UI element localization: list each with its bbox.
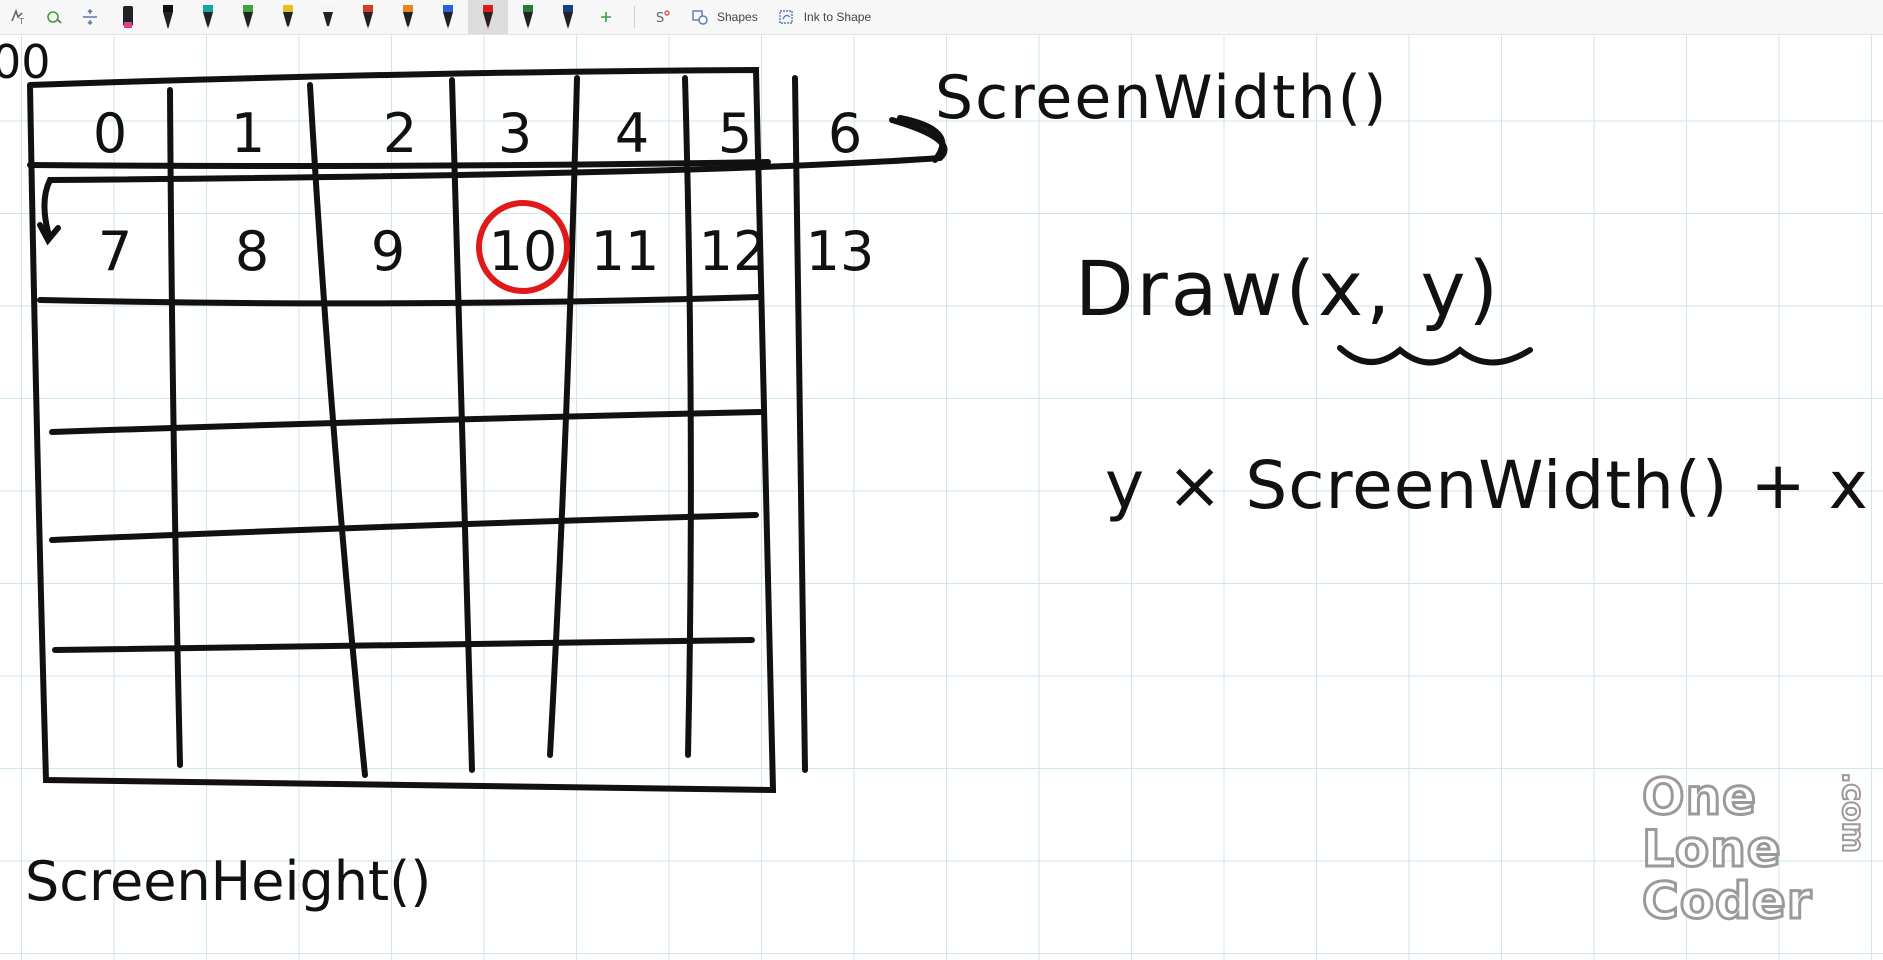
add-pen-icon[interactable] xyxy=(588,0,624,34)
formula-label: y × ScreenWidth() + x xyxy=(1105,447,1869,524)
grid-col-line-1 xyxy=(167,87,183,768)
ink-toolbar: T S Shapes Ink to Shape xyxy=(0,0,1883,35)
pen-dark-green-button[interactable] xyxy=(508,0,548,34)
pen-blue-button[interactable] xyxy=(428,0,468,34)
cell-label: 4 xyxy=(615,102,649,165)
pen-green-button[interactable] xyxy=(228,0,268,34)
grid-col-line-5 xyxy=(682,75,694,758)
ink-to-shape-icon xyxy=(779,10,793,24)
pen-icon xyxy=(163,5,173,29)
logo-line-lone: Lone xyxy=(1641,820,1783,878)
pen-white-button[interactable] xyxy=(308,0,348,34)
insert-space-icon[interactable] xyxy=(72,0,108,34)
highlight-circle xyxy=(476,200,570,294)
grid-outer-border xyxy=(27,66,777,794)
svg-text:T: T xyxy=(18,17,24,26)
pen-icon xyxy=(443,5,453,29)
ink-to-shape-button[interactable]: Ink to Shape xyxy=(768,0,881,34)
cell-label: 8 xyxy=(235,220,269,283)
pen-teal-button[interactable] xyxy=(188,0,228,34)
cell-label: 13 xyxy=(806,220,875,283)
screen-width-bracket xyxy=(897,115,946,163)
pen-red-1-button[interactable] xyxy=(348,0,388,34)
highlighter-icon xyxy=(123,6,133,28)
cell-label: 3 xyxy=(498,102,532,165)
cell-label: 1 xyxy=(231,102,265,165)
cell-label: 6 xyxy=(828,102,862,165)
cell-label: 2 xyxy=(383,102,417,165)
pen-black-1-button[interactable] xyxy=(148,0,188,34)
add-space-icon[interactable] xyxy=(36,0,72,34)
notebook-canvas[interactable]: 0 1 2 3 4 5 6 7 8 9 10 11 12 13 00 Scree… xyxy=(0,35,1883,960)
pen-navy-button[interactable] xyxy=(548,0,588,34)
draw-call-label: Draw(x, y) xyxy=(1075,244,1501,333)
cell-label: 0 xyxy=(93,102,127,165)
grid-row-line-5 xyxy=(52,637,755,653)
cell-label: 11 xyxy=(591,220,660,283)
pen-yellow-button[interactable] xyxy=(268,0,308,34)
highlighter-pink-button[interactable] xyxy=(108,0,148,34)
pen-icon xyxy=(323,5,333,29)
pen-icon xyxy=(363,5,373,29)
shapes-label: Shapes xyxy=(717,10,758,24)
ink-drawing: 0 1 2 3 4 5 6 7 8 9 10 11 12 13 00 Scree… xyxy=(0,35,1869,913)
grid-col-line-6 xyxy=(792,75,808,773)
shapes-button[interactable]: Shapes xyxy=(681,0,768,34)
screen-width-label: ScreenWidth() xyxy=(935,63,1388,133)
screen-height-label: ScreenHeight() xyxy=(25,850,431,913)
pen-icon xyxy=(203,5,213,29)
grid-row-line-4 xyxy=(49,512,759,543)
pen-icon xyxy=(403,5,413,29)
cell-label: 7 xyxy=(98,220,132,283)
shapes-icon xyxy=(692,10,708,25)
grid-row-line-1 xyxy=(27,159,771,169)
wrap-arrow xyxy=(41,117,948,235)
svg-text:S: S xyxy=(656,11,664,26)
lasso-select-icon[interactable]: T xyxy=(0,0,36,34)
toolbar-divider xyxy=(634,6,635,28)
ruler-icon[interactable]: S xyxy=(645,0,681,34)
grid-col-line-4 xyxy=(547,75,580,758)
logo-suffix: .com xyxy=(1834,771,1871,854)
logo-line-one: One xyxy=(1640,768,1758,826)
pen-orange-button[interactable] xyxy=(388,0,428,34)
grid-row-line-2 xyxy=(37,294,763,307)
cell-label: 12 xyxy=(699,220,768,283)
pen-icon xyxy=(243,5,253,29)
cell-label: 5 xyxy=(718,102,752,165)
pen-icon xyxy=(283,5,293,29)
pen-icon xyxy=(563,5,573,29)
onelonecoder-logo: One Lone Coder .com xyxy=(1640,768,1872,960)
cell-label: 10 xyxy=(489,220,558,283)
cell-label: 9 xyxy=(371,220,405,283)
logo-line-coder: Coder xyxy=(1640,872,1813,930)
grid-col-line-3 xyxy=(449,77,475,773)
wrap-arrow-head xyxy=(37,222,61,246)
pen-red-active-button[interactable] xyxy=(468,0,508,34)
top-left-label: 00 xyxy=(0,35,51,89)
pen-icon xyxy=(483,5,493,29)
draw-underline xyxy=(1337,345,1533,366)
ink-to-shape-label: Ink to Shape xyxy=(803,10,872,24)
grid-row-line-3 xyxy=(49,409,763,435)
pen-icon xyxy=(523,5,533,29)
grid-col-line-2 xyxy=(307,82,368,778)
